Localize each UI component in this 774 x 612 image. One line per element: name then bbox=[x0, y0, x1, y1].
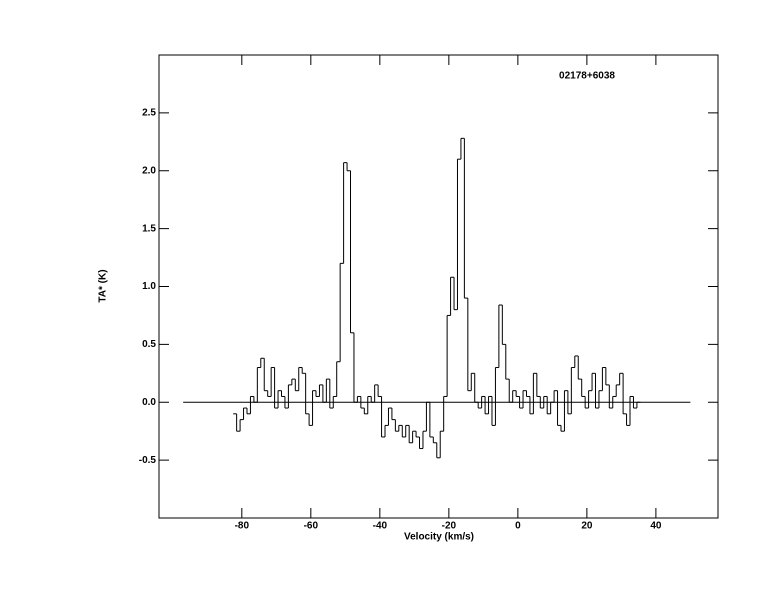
plot-frame bbox=[158, 54, 719, 519]
y-tick-label: 1.5 bbox=[142, 223, 156, 234]
y-tick-label: 0.5 bbox=[142, 339, 156, 350]
x-tick-label: 40 bbox=[650, 521, 662, 532]
x-tick-label: 20 bbox=[581, 521, 593, 532]
y-axis-label: TA* (K) bbox=[98, 269, 109, 302]
y-tick-label: 2.0 bbox=[142, 165, 156, 176]
y-tick-label: 2.5 bbox=[142, 108, 156, 119]
x-tick-label: -40 bbox=[373, 521, 388, 532]
x-tick-label: -60 bbox=[304, 521, 319, 532]
y-tick-label: -0.5 bbox=[139, 455, 157, 466]
y-tick-label: 0.0 bbox=[142, 397, 156, 408]
x-axis-label: Velocity (km/s) bbox=[404, 532, 474, 543]
y-tick-label: 1.0 bbox=[142, 281, 156, 292]
step-connectors bbox=[236, 138, 638, 458]
annotation: 02178+6038 bbox=[559, 71, 615, 82]
x-tick-label: 0 bbox=[515, 521, 521, 532]
x-tick-label: -20 bbox=[442, 521, 457, 532]
x-tick-label: -80 bbox=[235, 521, 250, 532]
